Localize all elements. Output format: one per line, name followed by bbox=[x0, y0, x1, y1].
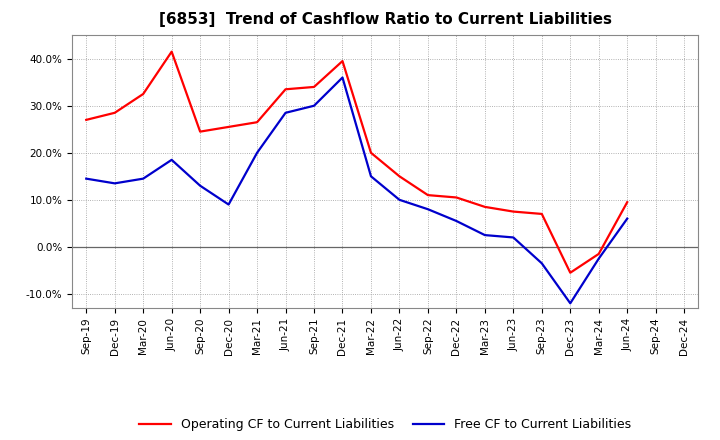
Line: Free CF to Current Liabilities: Free CF to Current Liabilities bbox=[86, 77, 627, 303]
Operating CF to Current Liabilities bbox=[139, 92, 148, 97]
Free CF to Current Liabilities bbox=[82, 176, 91, 181]
Legend: Operating CF to Current Liabilities, Free CF to Current Liabilities: Operating CF to Current Liabilities, Fre… bbox=[140, 418, 631, 431]
Free CF to Current Liabilities bbox=[595, 256, 603, 261]
Free CF to Current Liabilities bbox=[452, 218, 461, 224]
Free CF to Current Liabilities bbox=[167, 157, 176, 162]
Operating CF to Current Liabilities bbox=[509, 209, 518, 214]
Operating CF to Current Liabilities bbox=[110, 110, 119, 115]
Free CF to Current Liabilities bbox=[196, 183, 204, 188]
Free CF to Current Liabilities bbox=[509, 235, 518, 240]
Operating CF to Current Liabilities bbox=[366, 150, 375, 155]
Operating CF to Current Liabilities bbox=[623, 199, 631, 205]
Title: [6853]  Trend of Cashflow Ratio to Current Liabilities: [6853] Trend of Cashflow Ratio to Curren… bbox=[158, 12, 612, 27]
Free CF to Current Liabilities bbox=[338, 75, 347, 80]
Free CF to Current Liabilities bbox=[225, 202, 233, 207]
Operating CF to Current Liabilities bbox=[253, 120, 261, 125]
Operating CF to Current Liabilities bbox=[595, 251, 603, 257]
Operating CF to Current Liabilities bbox=[310, 84, 318, 90]
Operating CF to Current Liabilities bbox=[423, 192, 432, 198]
Operating CF to Current Liabilities bbox=[566, 270, 575, 275]
Operating CF to Current Liabilities bbox=[196, 129, 204, 134]
Free CF to Current Liabilities bbox=[139, 176, 148, 181]
Free CF to Current Liabilities bbox=[480, 232, 489, 238]
Free CF to Current Liabilities bbox=[537, 260, 546, 266]
Free CF to Current Liabilities bbox=[423, 207, 432, 212]
Operating CF to Current Liabilities bbox=[480, 204, 489, 209]
Free CF to Current Liabilities bbox=[366, 174, 375, 179]
Free CF to Current Liabilities bbox=[310, 103, 318, 108]
Operating CF to Current Liabilities bbox=[82, 117, 91, 122]
Free CF to Current Liabilities bbox=[253, 150, 261, 155]
Operating CF to Current Liabilities bbox=[537, 211, 546, 216]
Free CF to Current Liabilities bbox=[623, 216, 631, 221]
Operating CF to Current Liabilities bbox=[282, 87, 290, 92]
Operating CF to Current Liabilities bbox=[395, 174, 404, 179]
Operating CF to Current Liabilities bbox=[225, 124, 233, 129]
Free CF to Current Liabilities bbox=[110, 181, 119, 186]
Line: Operating CF to Current Liabilities: Operating CF to Current Liabilities bbox=[86, 51, 627, 273]
Free CF to Current Liabilities bbox=[395, 197, 404, 202]
Operating CF to Current Liabilities bbox=[452, 195, 461, 200]
Operating CF to Current Liabilities bbox=[167, 49, 176, 54]
Free CF to Current Liabilities bbox=[282, 110, 290, 115]
Operating CF to Current Liabilities bbox=[338, 59, 347, 64]
Free CF to Current Liabilities bbox=[566, 301, 575, 306]
